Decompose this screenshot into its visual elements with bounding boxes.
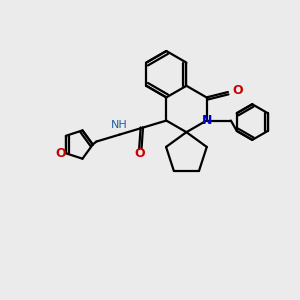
Text: O: O <box>55 147 66 160</box>
Text: O: O <box>135 147 145 160</box>
Text: N: N <box>202 114 212 127</box>
Text: O: O <box>232 84 243 97</box>
Text: NH: NH <box>111 119 128 130</box>
